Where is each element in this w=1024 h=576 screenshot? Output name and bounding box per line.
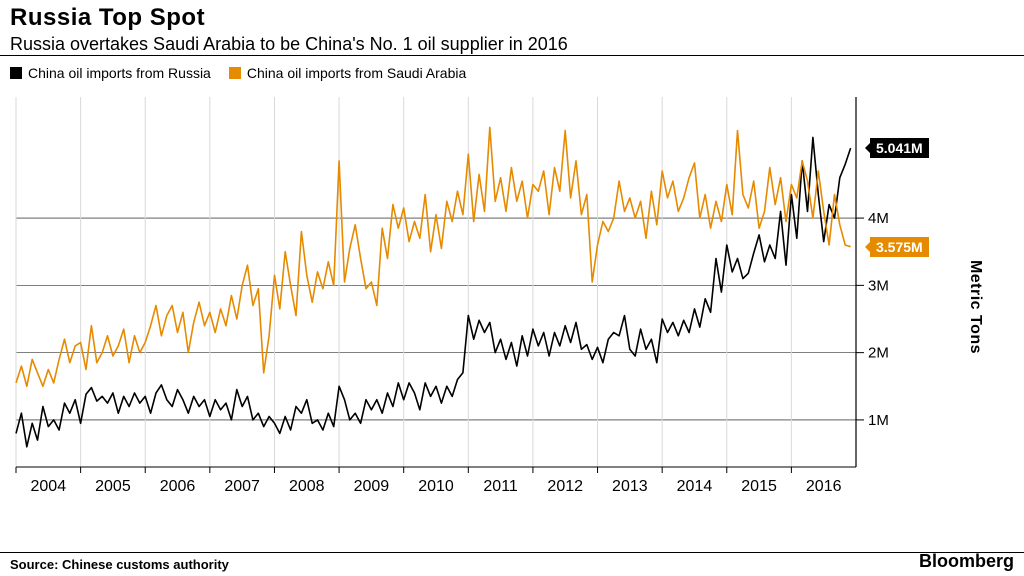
legend-label-saudi: China oil imports from Saudi Arabia — [247, 65, 466, 81]
svg-text:2014: 2014 — [677, 478, 713, 495]
source-text: Source: Chinese customs authority — [10, 557, 229, 572]
legend-item-saudi: China oil imports from Saudi Arabia — [229, 65, 466, 81]
callout-saudi: 3.575M — [870, 237, 929, 257]
svg-text:2016: 2016 — [806, 478, 842, 495]
legend-swatch-russia — [10, 67, 22, 79]
svg-text:2015: 2015 — [741, 478, 777, 495]
chart-title: Russia Top Spot — [10, 4, 1014, 32]
legend-swatch-saudi — [229, 67, 241, 79]
svg-text:2006: 2006 — [160, 478, 196, 495]
line-chart-svg: 1M 2M 3M 4M 2004 2005 2006 2007 2008 2009 2010 2011… — [6, 87, 906, 507]
chart-header: Russia Top Spot Russia overtakes Saudi A… — [0, 0, 1024, 55]
svg-text:2013: 2013 — [612, 478, 648, 495]
svg-text:2M: 2M — [868, 345, 889, 362]
svg-text:2005: 2005 — [95, 478, 131, 495]
svg-text:2004: 2004 — [31, 478, 67, 495]
legend-item-russia: China oil imports from Russia — [10, 65, 211, 81]
svg-text:2009: 2009 — [354, 478, 390, 495]
svg-text:1M: 1M — [868, 412, 889, 429]
svg-text:2011: 2011 — [483, 478, 518, 495]
chart-footer: Source: Chinese customs authority Bloomb… — [10, 551, 1014, 572]
svg-text:2012: 2012 — [547, 478, 583, 495]
brand-text: Bloomberg — [919, 551, 1014, 572]
svg-text:2008: 2008 — [289, 478, 325, 495]
chart-legend: China oil imports from Russia China oil … — [0, 55, 1024, 87]
svg-text:2010: 2010 — [418, 478, 454, 495]
svg-text:4M: 4M — [868, 210, 889, 227]
chart-area: 1M 2M 3M 4M 2004 2005 2006 2007 2008 2009 2010 2011… — [0, 87, 1024, 527]
y-axis-title: Metric Tons — [966, 260, 984, 354]
header-divider — [0, 55, 1024, 56]
chart-subtitle: Russia overtakes Saudi Arabia to be Chin… — [10, 34, 1014, 55]
legend-label-russia: China oil imports from Russia — [28, 65, 211, 81]
svg-text:3M: 3M — [868, 277, 889, 294]
callout-russia: 5.041M — [870, 138, 929, 158]
svg-text:2007: 2007 — [224, 478, 260, 495]
